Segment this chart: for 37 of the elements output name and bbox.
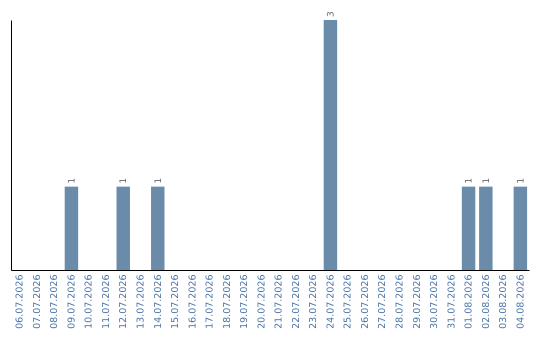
x-tick-label: 17.07.2026 xyxy=(204,274,216,329)
x-tick-label: 29.07.2026 xyxy=(412,274,423,329)
x-tick-label: 15.07.2026 xyxy=(170,274,182,329)
x-tick-label: 19.07.2026 xyxy=(239,274,250,329)
data-label: 1 xyxy=(154,178,164,184)
x-tick-label: 13.07.2026 xyxy=(136,274,146,329)
data-label: 3 xyxy=(326,11,336,17)
x-tick-label: 01.08.2026 xyxy=(464,274,475,329)
x-tick-label: 25.07.2026 xyxy=(342,274,354,329)
x-tick-label: 18.07.2026 xyxy=(222,274,233,329)
x-tick-label: 28.07.2026 xyxy=(394,274,406,329)
x-tick-label: 14.07.2026 xyxy=(152,274,164,329)
x-tick-label: 16.07.2026 xyxy=(187,274,198,329)
x-tick-label: 23.07.2026 xyxy=(308,274,320,329)
x-tick-label: 07.07.2026 xyxy=(32,274,43,329)
x-tick-label: 20.07.2026 xyxy=(256,274,268,329)
data-label: 1 xyxy=(119,178,130,184)
x-tick-label: 10.07.2026 xyxy=(84,274,95,329)
data-label: 1 xyxy=(516,178,526,184)
x-tick-label: 08.07.2026 xyxy=(49,274,60,329)
x-tick-label: 22.07.2026 xyxy=(290,274,302,329)
data-label: 1 xyxy=(464,178,475,184)
x-tick-label: 12.07.2026 xyxy=(118,274,130,329)
x-tick-label: 24.07.2026 xyxy=(325,274,336,329)
x-tick-label: 04.08.2026 xyxy=(515,274,526,329)
x-tick-label: 26.07.2026 xyxy=(360,274,371,329)
x-tick-label: 03.08.2026 xyxy=(498,274,510,329)
data-label: 1 xyxy=(482,178,492,184)
x-tick-label: 06.07.2026 xyxy=(14,274,26,329)
x-tick-label: 21.07.2026 xyxy=(274,274,285,329)
data-label: 1 xyxy=(67,178,78,184)
x-tick-label: 11.07.2026 xyxy=(100,274,112,329)
x-tick-label: 31.07.2026 xyxy=(446,274,458,329)
x-tick-label: 09.07.2026 xyxy=(66,274,78,329)
x-tick-label: 02.08.2026 xyxy=(480,274,492,329)
x-tick-label: 27.07.2026 xyxy=(377,274,388,329)
x-tick-label: 30.07.2026 xyxy=(429,274,440,329)
